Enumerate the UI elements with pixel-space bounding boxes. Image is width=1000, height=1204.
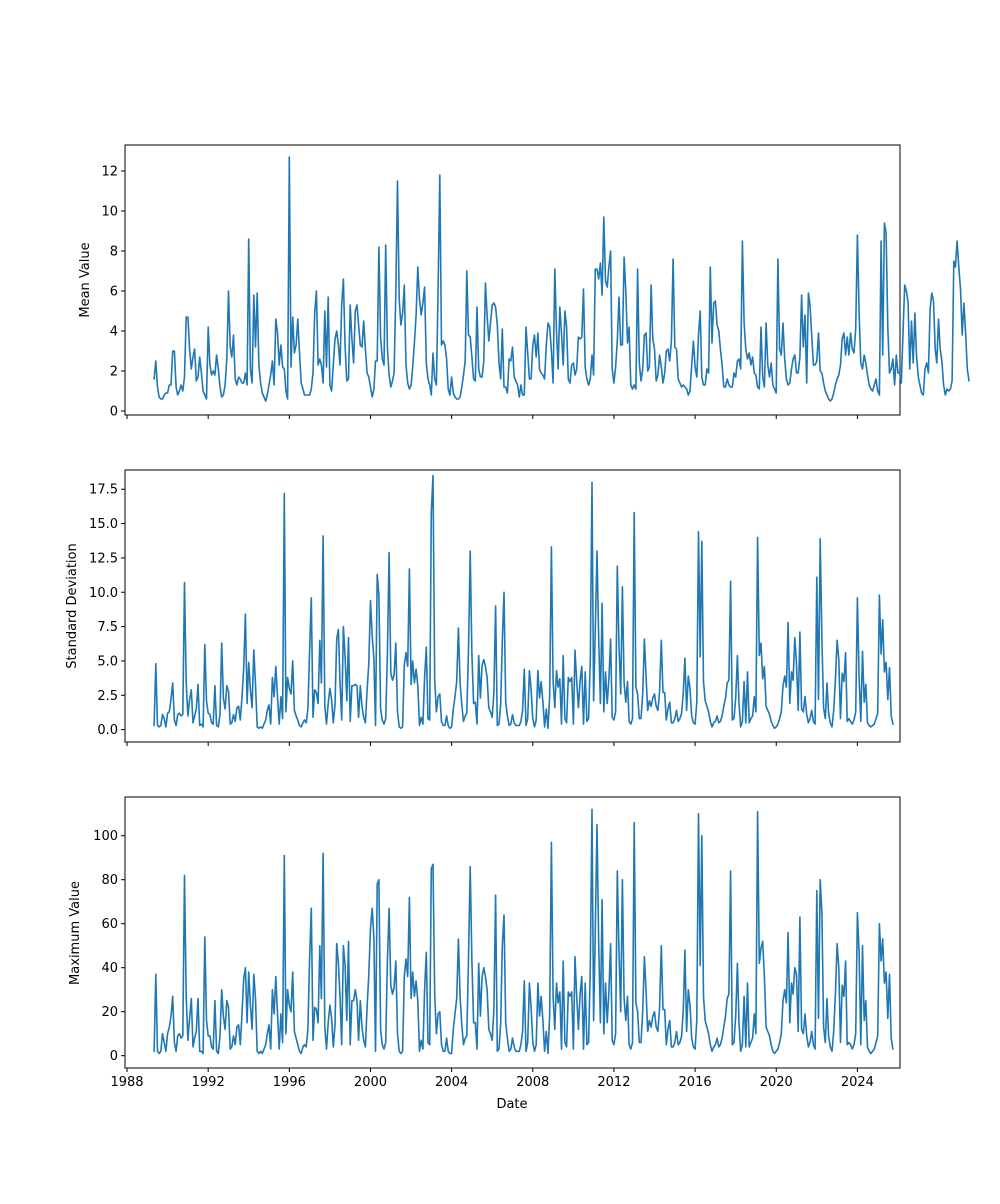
standard-deviation-ytick-label: 12.5 xyxy=(89,551,118,566)
mean-value-ytick-label: 0 xyxy=(110,405,118,420)
mean-value-axes-frame xyxy=(124,144,901,416)
mean-value-ytick-label: 8 xyxy=(110,245,118,260)
standard-deviation-series-line xyxy=(153,474,894,730)
mean-value-ytick-label: 12 xyxy=(101,165,118,180)
mean-value-panel: Mean Value 0 2 4 6 8 10 12 xyxy=(78,144,970,420)
mean-value-series-line xyxy=(153,156,970,402)
mean-value-ytick-label: 10 xyxy=(101,205,118,220)
maximum-value-ytick-label: 40 xyxy=(101,961,118,976)
standard-deviation-ytick-label: 15.0 xyxy=(89,517,118,532)
maximum-value-xtick-label: 2000 xyxy=(354,1075,387,1090)
maximum-value-panel: Maximum Value 0 20 40 60 80 100 1988 1992 1996 20… xyxy=(68,796,901,1090)
standard-deviation-ytick-label: 17.5 xyxy=(89,483,118,498)
standard-deviation-ylabel: Standard Deviation xyxy=(65,543,80,668)
maximum-value-ytick-label: 0 xyxy=(110,1049,118,1064)
maximum-value-xtick-label: 2008 xyxy=(516,1075,549,1090)
standard-deviation-panel: Standard Deviation 0.0 2.5 5.0 7.5 10.0 12.5 1… xyxy=(65,469,901,746)
maximum-value-ytick-label: 100 xyxy=(93,829,118,844)
standard-deviation-ytick-label: 2.5 xyxy=(97,689,118,704)
maximum-value-xtick-label: 2016 xyxy=(679,1075,712,1090)
maximum-value-xtick-label: 2024 xyxy=(841,1075,874,1090)
standard-deviation-axes-frame xyxy=(124,469,901,743)
mean-value-ytick-label: 6 xyxy=(110,285,118,300)
maximum-value-ytick-label: 60 xyxy=(101,917,118,932)
maximum-value-axes-frame xyxy=(124,796,901,1069)
standard-deviation-ytick-label: 0.0 xyxy=(97,723,118,738)
standard-deviation-ytick-label: 10.0 xyxy=(89,586,118,601)
maximum-value-xtick-label: 1992 xyxy=(192,1075,225,1090)
maximum-value-xtick-label: 1988 xyxy=(110,1075,143,1090)
maximum-value-series-line xyxy=(153,808,894,1055)
maximum-value-ytick-label: 80 xyxy=(101,873,118,888)
standard-deviation-ytick-label: 5.0 xyxy=(97,654,118,669)
mean-value-ylabel: Mean Value xyxy=(78,242,93,317)
x-axis-label: Date xyxy=(496,1097,527,1112)
mean-value-ytick-label: 4 xyxy=(110,325,118,340)
maximum-value-xtick-label: 1996 xyxy=(273,1075,306,1090)
standard-deviation-ytick-label: 7.5 xyxy=(97,620,118,635)
maximum-value-ytick-label: 20 xyxy=(101,1005,118,1020)
maximum-value-xtick-label: 2004 xyxy=(435,1075,468,1090)
maximum-value-xtick-label: 2020 xyxy=(760,1075,793,1090)
maximum-value-xtick-label: 2012 xyxy=(597,1075,630,1090)
maximum-value-ylabel: Maximum Value xyxy=(68,881,83,985)
mean-value-ytick-label: 2 xyxy=(110,365,118,380)
